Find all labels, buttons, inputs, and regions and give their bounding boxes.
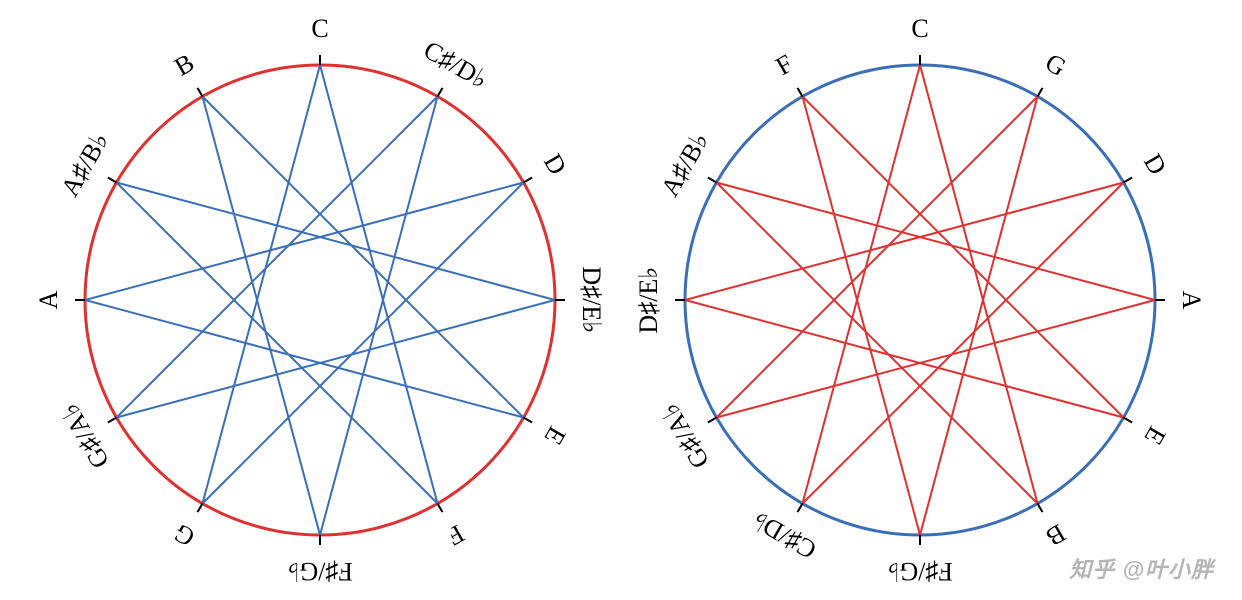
chord: [116, 183, 555, 301]
tick: [1038, 88, 1043, 97]
tick: [524, 178, 533, 183]
chord: [116, 300, 555, 418]
chord: [116, 96, 437, 417]
chord: [716, 183, 1155, 301]
tick: [198, 504, 203, 513]
note-label: F♯/G♭: [287, 557, 353, 586]
chromatic-circle: C C♯/D♭ D D♯/E♭ E F F♯/G♭ G G♯/A♭ A A♯/B♭ B: [34, 14, 606, 586]
tick: [438, 504, 443, 513]
note-label: A: [34, 290, 63, 309]
note-label: C♯/D♭: [747, 505, 821, 564]
chord: [203, 96, 321, 535]
note-label: F: [442, 519, 469, 551]
outer-circle: [85, 65, 555, 535]
note-label: D♯/E♭: [634, 266, 663, 333]
chord: [803, 183, 1124, 504]
tick: [524, 418, 533, 423]
note-label: E: [539, 422, 572, 450]
note-label: C: [911, 14, 928, 43]
note-label: B: [169, 48, 199, 82]
chord: [803, 96, 921, 535]
chord: [803, 65, 921, 504]
tick: [108, 178, 117, 183]
note-label: B: [1041, 518, 1071, 552]
note-label: G: [169, 518, 200, 553]
chord: [203, 183, 524, 504]
chord: [716, 300, 1155, 418]
note-label: C♯/D♭: [419, 35, 493, 94]
chord: [203, 65, 321, 504]
chord: [116, 183, 437, 504]
note-label: E: [1139, 422, 1172, 450]
tick: [1124, 418, 1133, 423]
chord: [85, 300, 524, 418]
chord: [716, 183, 1037, 504]
chord: [320, 65, 438, 504]
note-label: F♯/G♭: [887, 557, 953, 586]
tick: [438, 88, 443, 97]
chord: [320, 96, 438, 535]
tick: [1038, 504, 1043, 513]
note-label: D♯/E♭: [577, 266, 606, 333]
note-label: A: [1177, 291, 1206, 310]
chord: [203, 96, 524, 417]
note-label: A♯/B♭: [55, 127, 114, 201]
note-label: A♯/B♭: [655, 127, 714, 201]
note-label: D: [1138, 149, 1173, 180]
tick: [708, 418, 717, 423]
chord: [920, 96, 1038, 535]
diagram-canvas: C C♯/D♭ D D♯/E♭ E F F♯/G♭ G G♯/A♭ A A♯/B♭ B C G D A E B F♯…: [0, 0, 1242, 600]
note-label: C: [311, 14, 328, 43]
tick: [108, 418, 117, 423]
outer-circle: [685, 65, 1155, 535]
tick: [798, 88, 803, 97]
watermark-text: 知乎 @叶小胖: [1069, 552, 1214, 584]
chord: [920, 65, 1038, 504]
tick: [198, 88, 203, 97]
note-label: G♯/A♭: [55, 398, 115, 473]
circle-of-fifths: C G D A E B F♯/G♭ C♯/D♭ G♯/A♭ D♯/E♭ A♯/B♭ F: [634, 14, 1206, 586]
note-label: G♯/A♭: [655, 398, 715, 473]
chord: [85, 183, 524, 301]
note-label: F: [771, 49, 798, 81]
chord: [685, 300, 1124, 418]
tick: [1124, 178, 1133, 183]
chord: [685, 183, 1124, 301]
tick: [708, 178, 717, 183]
note-label: G: [1040, 48, 1071, 83]
tick: [798, 504, 803, 513]
note-label: D: [538, 149, 573, 180]
chord: [716, 96, 1037, 417]
chord: [803, 96, 1124, 417]
